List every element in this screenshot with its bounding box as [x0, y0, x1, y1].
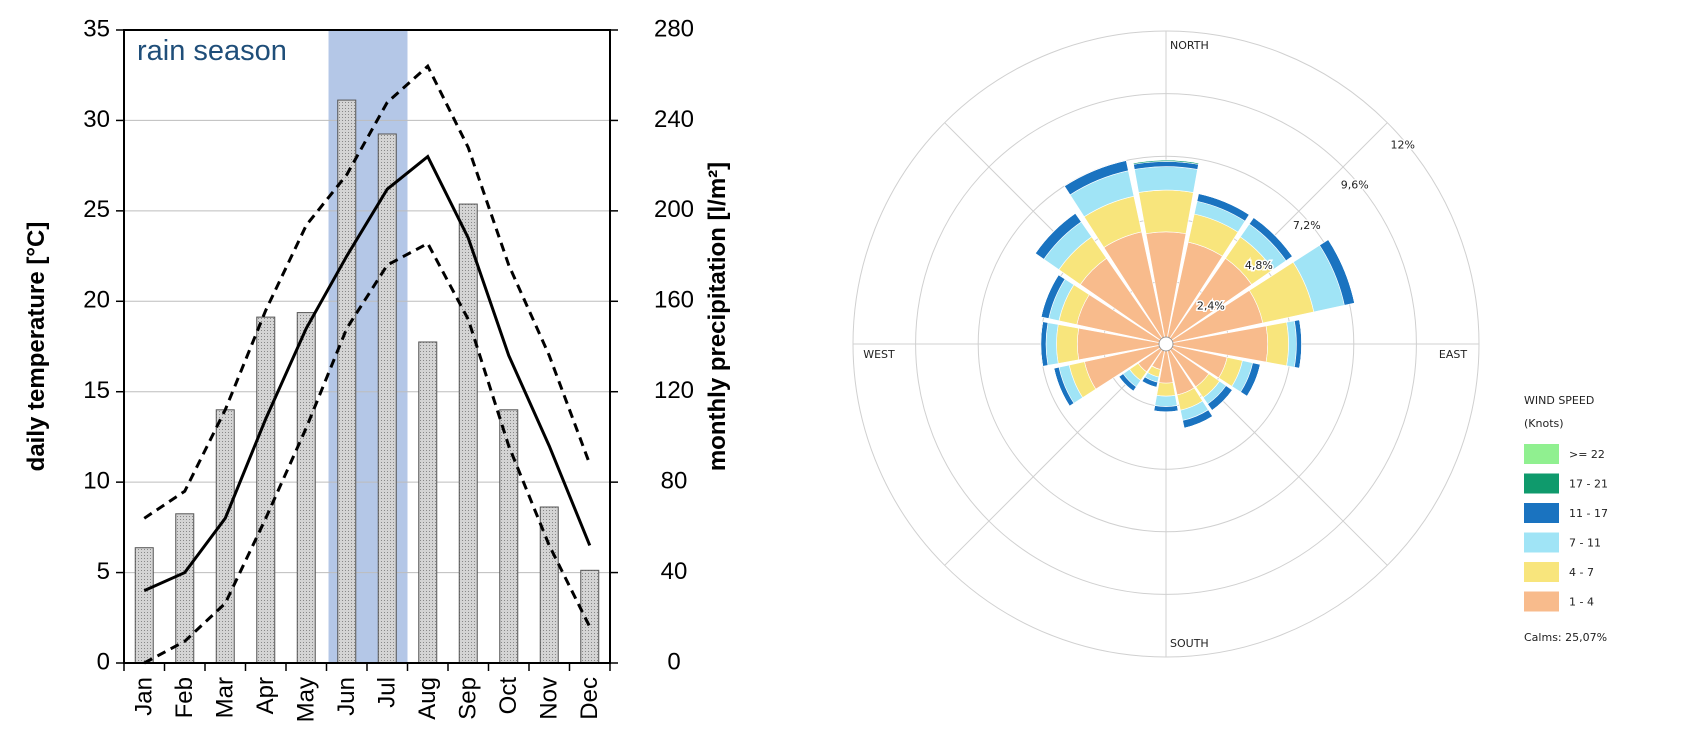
direction-label: WEST	[863, 348, 895, 361]
petal-segment	[1064, 160, 1127, 187]
legend-label: 11 - 17	[1569, 507, 1608, 520]
x-tick-label: Feb	[171, 677, 198, 718]
x-tick-label: Jul	[374, 677, 401, 708]
y2-tick-label: 120	[654, 377, 694, 404]
plot-frame	[123, 29, 611, 664]
y-tick-label: 10	[83, 467, 110, 494]
petal-segment	[1056, 324, 1080, 364]
x-tick-label: Dec	[576, 677, 603, 720]
x-tick-label: Aug	[414, 677, 441, 720]
y2-tick-label: 160	[654, 287, 694, 314]
direction-label: SOUTH	[1170, 637, 1209, 650]
calms-note: Calms: 25,07%	[1524, 631, 1607, 644]
range-line	[143, 63, 592, 520]
y-tick-label: 35	[83, 15, 110, 42]
ring-label: 12%	[1390, 138, 1414, 151]
y-tick-label: 0	[97, 648, 110, 675]
legend-swatch	[1524, 562, 1559, 582]
legend-label: 1 - 4	[1569, 596, 1594, 609]
x-tick-label: Oct	[495, 677, 522, 715]
x-tick-label: Mar	[212, 677, 239, 718]
legend-label: 7 - 11	[1569, 537, 1601, 550]
direction-label: EAST	[1439, 348, 1467, 361]
y-tick-label: 20	[83, 287, 110, 314]
legend-label: >= 22	[1569, 448, 1605, 461]
ring	[852, 30, 1480, 658]
y2-tick-label: 0	[667, 648, 680, 675]
bar	[418, 341, 438, 664]
direction-label: NORTH	[1170, 39, 1209, 52]
bar	[377, 133, 397, 664]
petal-segment	[1133, 159, 1199, 164]
y-tick-label: 15	[83, 377, 110, 404]
y2-tick-label: 40	[661, 558, 688, 585]
legend-label: 4 - 7	[1569, 566, 1594, 579]
petal-segment	[1153, 405, 1179, 413]
legend-swatch	[1524, 503, 1559, 523]
ring-label: 2,4%	[1197, 299, 1225, 312]
legend-swatch	[1524, 532, 1559, 553]
bar	[296, 312, 316, 664]
bar	[256, 316, 276, 664]
legend-swatch	[1524, 473, 1559, 494]
ring-label: 9,6%	[1341, 179, 1369, 192]
petal-segment	[1053, 368, 1070, 407]
petal-segment	[1138, 189, 1194, 234]
legend-subtitle: (Knots)	[1524, 417, 1564, 430]
mean-line	[143, 154, 592, 593]
petal-segment	[1211, 389, 1233, 411]
y2-tick-label: 80	[661, 467, 688, 494]
petal-segment	[1198, 193, 1250, 215]
y-tick-label: 5	[97, 558, 110, 585]
legend-label: 17 - 21	[1569, 478, 1608, 491]
x-tick-label: Apr	[252, 677, 279, 714]
y2-tick-label: 240	[654, 106, 694, 133]
petal-segment	[1154, 394, 1178, 407]
y2-axis-label: monthly precipitation [l/m²]	[704, 162, 731, 471]
petal-segment	[1246, 364, 1261, 397]
bar	[580, 569, 600, 664]
ring-label: 7,2%	[1293, 219, 1321, 232]
x-tick-label: Nov	[536, 677, 563, 720]
petal-segment	[1253, 217, 1293, 257]
legend-swatch	[1524, 591, 1559, 612]
y2-tick-label: 280	[654, 15, 694, 42]
petal-segment	[1156, 382, 1176, 397]
petal-segment	[1299, 319, 1302, 369]
wind-rose: 2,4% 4,8% 7,2% 9,6% 12% NORTH EAST SOUTH WEST WIN…	[852, 30, 1608, 658]
legend-title: WIND SPEED	[1524, 394, 1594, 407]
bar	[134, 547, 154, 664]
x-tick-label: Sep	[455, 677, 482, 720]
x-tick-label: May	[293, 677, 320, 722]
x-tick-label: Jun	[333, 677, 360, 716]
ring	[915, 93, 1417, 595]
legend-swatch	[1524, 444, 1559, 464]
calm-center	[1158, 336, 1174, 352]
petal-segment	[1134, 166, 1198, 193]
y-tick-label: 25	[83, 196, 110, 223]
range-line	[143, 241, 592, 665]
bar	[458, 203, 478, 664]
x-tick-label: Jan	[131, 677, 158, 716]
ring-label: 4,8%	[1245, 259, 1273, 272]
y-axis-label: daily temperature [°C]	[23, 222, 50, 472]
petal-segment	[1265, 321, 1289, 367]
bar	[215, 409, 235, 664]
petal-segment	[1045, 322, 1059, 366]
petal-segment	[1328, 239, 1355, 304]
climate-chart: rain season 0 5 10 15 20 25 30 35 0 40 80 120 160 200 2…	[23, 15, 731, 722]
y-tick-label: 30	[83, 106, 110, 133]
annotation: rain season	[137, 35, 287, 67]
ring	[977, 155, 1355, 533]
y2-tick-label: 200	[654, 196, 694, 223]
